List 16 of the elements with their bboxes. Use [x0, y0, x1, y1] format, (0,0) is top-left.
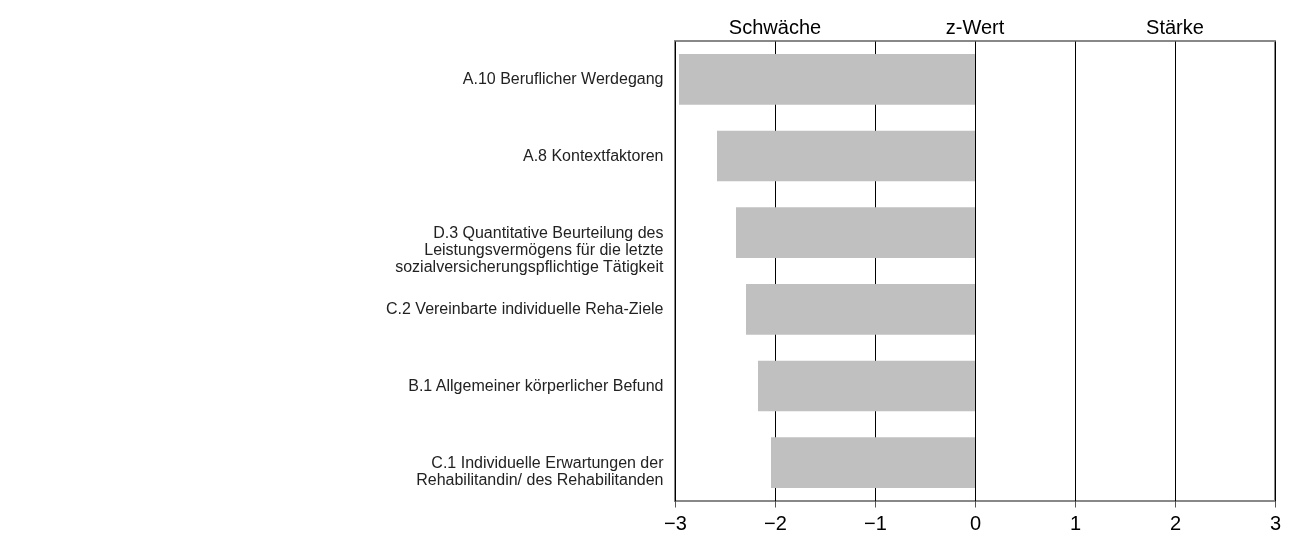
x-tick-label: 1 — [1069, 511, 1082, 534]
x-tick-label: −1 — [864, 511, 887, 534]
y-tick-label: C.2 Vereinbarte individuelle Reha-Ziele — [386, 300, 664, 318]
y-tick-label: B.1 Allgemeiner körperlicher Befund — [408, 377, 664, 394]
x-tick-label: 2 — [1169, 511, 1182, 534]
y-tick-label: A.10 Beruflicher Werdegang — [462, 70, 664, 88]
y-tick-label: C.1 Individuelle Erwartungen der Rehabilitandin/ des Rehabilitanden — [416, 453, 665, 488]
y-tick-label: D.3 Quantitative Beurteilung des Leistungsvermögens für die letzte sozialversicherungspflichtige Tätigkeit — [395, 223, 665, 275]
x-tick-label: −3 — [664, 511, 687, 534]
text: Stärke — [1146, 16, 1204, 38]
text: Schwäche — [728, 16, 822, 38]
x-tick-label: −2 — [764, 511, 787, 534]
x-tick-label: 3 — [1269, 511, 1282, 534]
y-tick-label: A.8 Kontextfaktoren — [522, 147, 664, 164]
x-tick-label: 0 — [969, 511, 982, 534]
text: z-Wert — [945, 16, 1005, 38]
